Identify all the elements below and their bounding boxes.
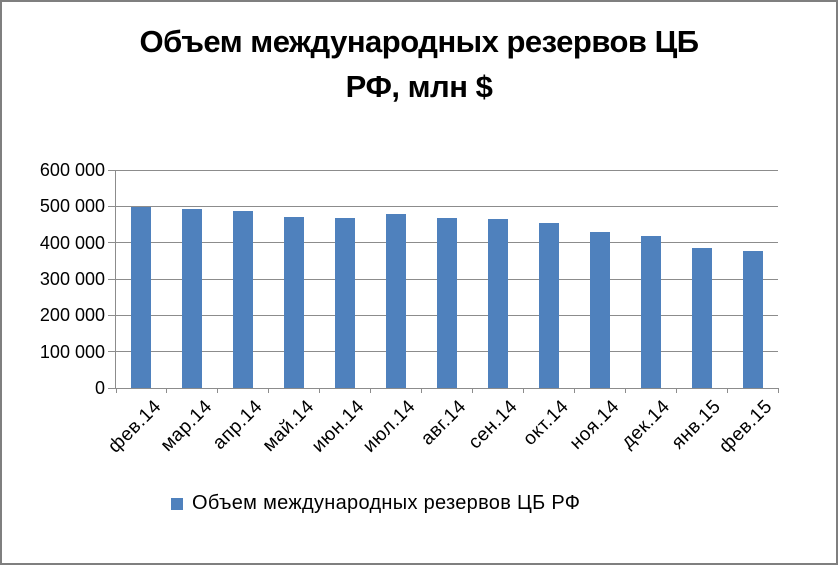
x-axis-tick [370, 388, 372, 393]
gridline [116, 205, 778, 207]
x-axis-tick [268, 388, 270, 393]
y-axis-tick [108, 278, 115, 280]
y-axis-label: 100 000 [39, 341, 105, 362]
bar-фев.15 [742, 251, 763, 388]
bar-июн.14 [335, 218, 356, 388]
y-axis-tick [108, 351, 115, 353]
x-axis-tick [726, 388, 728, 393]
x-axis-label: июл.14 [359, 396, 420, 457]
x-axis-tick [573, 388, 575, 393]
x-axis-tick [624, 388, 626, 393]
x-axis: фев.14 мар.14 апр.14 май.14 июн.14 июл.14 авг.… [104, 396, 777, 476]
x-axis-label: апр.14 [209, 396, 268, 454]
bar-апр.14 [233, 211, 254, 388]
bar-ноя.14 [589, 232, 610, 388]
bar-фев.14 [131, 206, 152, 388]
bar-май.14 [284, 216, 305, 388]
bar-июл.14 [386, 214, 407, 388]
x-axis-tick [166, 388, 168, 393]
x-axis-tick [471, 388, 473, 393]
bar-мар.14 [182, 208, 203, 388]
x-axis-label: окт.14 [518, 396, 573, 450]
x-axis-label: мар.14 [156, 396, 217, 456]
x-axis-label: май.14 [258, 396, 319, 456]
chart-title-line-2: РФ, млн $ [345, 69, 493, 104]
y-axis-tick [108, 205, 115, 207]
bar-дек.14 [640, 235, 661, 388]
x-axis-tick [217, 388, 219, 393]
bar-сен.14 [487, 219, 508, 388]
y-axis-label: 300 000 [39, 269, 105, 289]
legend-marker [171, 497, 183, 510]
x-axis-tick [777, 388, 779, 393]
y-axis-label: 500 000 [39, 196, 105, 217]
y-axis-tick [108, 169, 115, 171]
y-axis-tick [108, 314, 115, 316]
legend-label: Объем международных резервов ЦБ РФ [192, 492, 581, 514]
y-axis-tick [108, 242, 115, 244]
legend: Объем международных резервов ЦБ РФ [171, 492, 580, 515]
bar-окт.14 [538, 223, 559, 388]
y-axis-tick [108, 387, 115, 389]
x-axis-tick [675, 388, 677, 393]
plot-area [108, 169, 779, 393]
x-axis-label: авг.14 [417, 396, 471, 450]
x-axis-label: сен.14 [464, 396, 522, 454]
x-axis-label: фев.14 [103, 396, 166, 458]
y-axis: 0 100 000 200 000 300 000 400 000 500 000 600 … [2, 160, 105, 398]
y-axis-label: 200 000 [39, 305, 105, 326]
x-axis-tick [522, 388, 524, 393]
chart-title: Объем международных резервов ЦБ РФ, млн … [2, 19, 836, 109]
y-axis-label: 600 000 [39, 160, 105, 180]
bar-авг.14 [437, 217, 457, 388]
x-axis-label: июн.14 [308, 396, 370, 457]
x-axis-tick [319, 388, 321, 393]
chart-title-line-1: Объем международных резервов ЦБ [139, 24, 699, 59]
x-axis-tick [421, 388, 423, 393]
x-axis-label: фев.15 [715, 396, 777, 458]
y-axis-label: 0 [94, 378, 105, 398]
gridline [116, 169, 778, 171]
x-axis-tick [115, 388, 117, 393]
x-axis-label: ноя.14 [565, 396, 624, 454]
x-axis-label: дек.14 [617, 396, 675, 453]
bar-янв.15 [691, 247, 712, 388]
y-axis-label: 400 000 [39, 232, 105, 253]
